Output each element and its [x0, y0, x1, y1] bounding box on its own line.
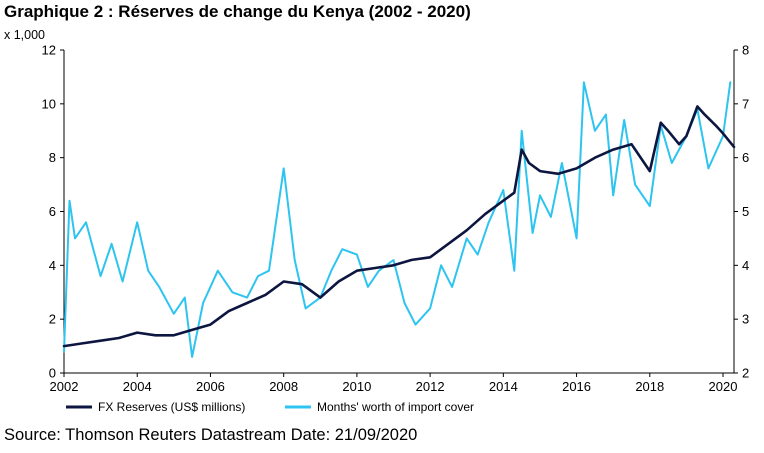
- legend-fx-reserves-label: FX Reserves (US$ millions): [98, 400, 245, 414]
- y-right-tick-label: 7: [742, 96, 749, 111]
- x-tick-label: 2012: [416, 379, 445, 394]
- y-left-tick-label: 0: [49, 366, 56, 381]
- y-right-tick-label: 8: [742, 43, 749, 58]
- y-left-tick-label: 12: [42, 43, 56, 58]
- y-left-tick-label: 6: [49, 204, 56, 219]
- y-left-tick-label: 2: [49, 312, 56, 327]
- x-tick-label: 2018: [635, 379, 664, 394]
- y-left-tick-label: 8: [49, 150, 56, 165]
- chart-series: [62, 81, 736, 358]
- chart-legend: FX Reserves (US$ millions) Months' worth …: [66, 400, 474, 414]
- import-cover-line: [63, 81, 732, 358]
- x-tick-label: 2020: [709, 379, 738, 394]
- x-tick-label: 2014: [489, 379, 518, 394]
- line-chart: 0 2 4 6 8 10 12 2 3 4 5 6 7 8 2002 2004 2006 2008 2010 2012…: [42, 43, 750, 415]
- chart-axes: 0 2 4 6 8 10 12 2 3 4 5 6 7 8 2002 2004 2006 2008 2010 2012…: [42, 43, 750, 395]
- source-note: Source: Thomson Reuters Datastream Date:…: [4, 426, 418, 444]
- legend-import-cover-label: Months' worth of import cover: [317, 400, 474, 414]
- y-right-tick-label: 4: [742, 258, 749, 273]
- y-left-tick-label: 10: [42, 96, 56, 111]
- x-tick-label: 2010: [342, 379, 371, 394]
- x-tick-label: 2016: [562, 379, 591, 394]
- y-right-tick-label: 6: [742, 150, 749, 165]
- left-axis-unit: x 1,000: [4, 28, 46, 42]
- y-left-tick-label: 4: [49, 258, 56, 273]
- x-tick-label: 2008: [269, 379, 298, 394]
- x-tick-label: 2004: [123, 379, 152, 394]
- chart-title: Graphique 2 : Réserves de change du Keny…: [4, 2, 471, 21]
- y-right-tick-label: 5: [742, 204, 749, 219]
- x-tick-label: 2002: [50, 379, 79, 394]
- y-right-tick-label: 2: [742, 366, 749, 381]
- x-tick-label: 2006: [196, 379, 225, 394]
- fx-reserves-line: [62, 105, 736, 348]
- y-right-tick-label: 3: [742, 312, 749, 327]
